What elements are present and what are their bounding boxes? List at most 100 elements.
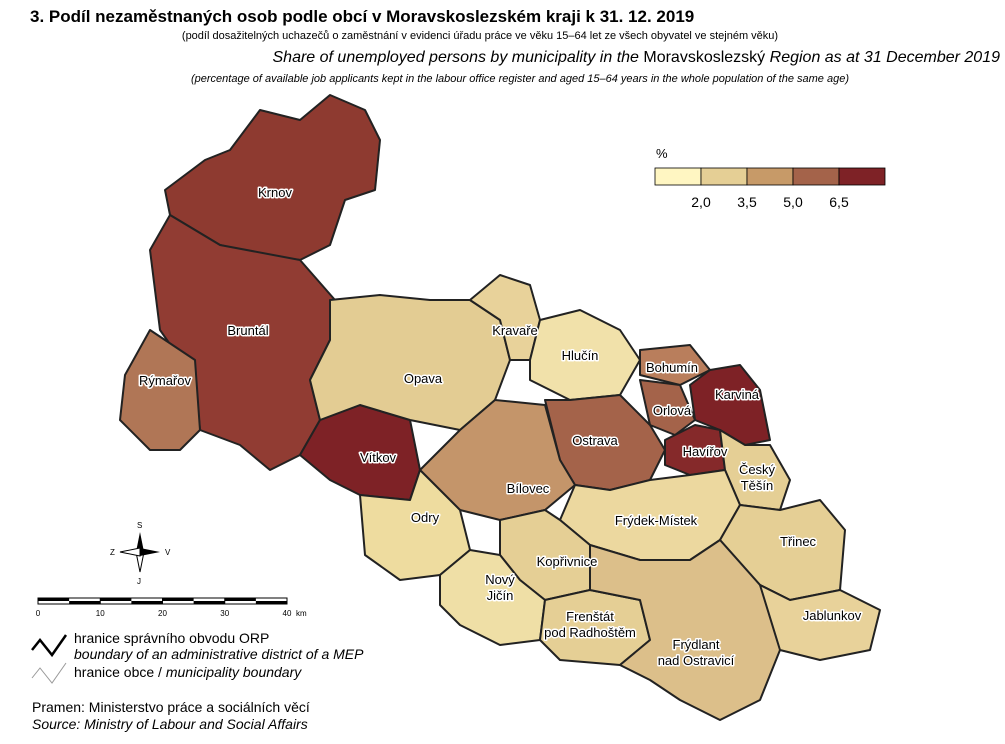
district-label: Kravaře bbox=[492, 323, 538, 338]
district-label: Havířov bbox=[683, 444, 728, 459]
district-label: Odry bbox=[411, 510, 440, 525]
map bbox=[119, 94, 881, 721]
district-label-line: Karviná bbox=[715, 387, 760, 402]
district-label-line: Kravaře bbox=[492, 323, 538, 338]
compass-arrow bbox=[136, 532, 144, 552]
orp-line-sample bbox=[31, 634, 68, 658]
source-cz: Pramen: Ministerstvo práce a sociálních … bbox=[32, 699, 310, 715]
municipality-label-en: municipality boundary bbox=[166, 664, 302, 680]
boundary-legend: hranice správního obvodu ORP boundary of… bbox=[31, 630, 364, 684]
orp-label-cz: hranice správního obvodu ORP bbox=[74, 630, 269, 646]
legend-break-label: 5,0 bbox=[783, 194, 803, 210]
scale-unit: km bbox=[296, 609, 307, 618]
district-label: Krnov bbox=[258, 185, 292, 200]
district-label: Rýmařov bbox=[139, 373, 192, 388]
orp-label-en: boundary of an administrative district o… bbox=[74, 646, 364, 662]
district-label-line: Krnov bbox=[258, 185, 292, 200]
district-label-line: Frýdlant bbox=[673, 637, 720, 652]
district-label-line: Bohumín bbox=[646, 360, 698, 375]
district-label: Kopřivnice bbox=[537, 554, 598, 569]
district-label: Orlová bbox=[653, 403, 692, 418]
scale-bar: 0 10 20 30 40 km bbox=[36, 597, 307, 618]
scale-tick-label: 30 bbox=[220, 609, 229, 618]
scale-segment bbox=[255, 601, 287, 604]
subtitle-cz: (podíl dosažitelných uchazečů o zaměstná… bbox=[182, 30, 778, 42]
district-label-line: Rýmařov bbox=[139, 373, 192, 388]
district-label: Bruntál bbox=[227, 323, 268, 338]
title: 3. Podíl nezaměstnaných osob podle obcí … bbox=[30, 7, 694, 26]
legend-break-label: 6,5 bbox=[829, 194, 849, 210]
district-label-line: Český bbox=[739, 462, 776, 477]
district-label-line: Těšín bbox=[741, 478, 774, 493]
district-area bbox=[309, 294, 511, 431]
district-label-line: Havířov bbox=[683, 444, 728, 459]
scale-segment bbox=[100, 598, 132, 601]
legend-break-label: 3,5 bbox=[737, 194, 757, 210]
compass-label: J bbox=[137, 577, 141, 586]
district-label: Vítkov bbox=[360, 450, 397, 465]
subtitle-en-part: Share of unemployed persons by municipal… bbox=[273, 49, 644, 66]
district-labels: Krnov Bruntál Rýmařov Opava Kravaře Hlučín Boh… bbox=[137, 184, 863, 670]
district-label: Frenštát pod Radhoštěm bbox=[544, 609, 636, 640]
compass-arrow bbox=[119, 547, 141, 557]
scale-tick-label: 10 bbox=[96, 609, 105, 618]
scale-segment bbox=[69, 601, 101, 604]
district-label-line: Třinec bbox=[780, 534, 817, 549]
district-label-line: Jablunkov bbox=[803, 608, 862, 623]
district-label: Frýdek-Místek bbox=[615, 513, 698, 528]
district-label-line: Frýdek-Místek bbox=[615, 513, 698, 528]
compass-label: S bbox=[137, 521, 142, 530]
compass-label: Z bbox=[110, 548, 115, 557]
district-label: Jablunkov bbox=[803, 608, 862, 623]
district-label-line: Bílovec bbox=[507, 481, 550, 496]
scale-segment bbox=[131, 601, 163, 604]
municipality-line-sample bbox=[31, 662, 67, 684]
district-area bbox=[164, 94, 381, 261]
district-label: Karviná bbox=[715, 387, 760, 402]
note-en: (percentage of available job applicants … bbox=[191, 73, 849, 85]
district-label: Opava bbox=[404, 371, 443, 386]
scale-segment bbox=[193, 601, 225, 604]
scale-tick-label: 20 bbox=[158, 609, 167, 618]
scale-tick-label: 40 bbox=[283, 609, 292, 618]
subtitle-en-part: Moravskoslezský bbox=[643, 49, 765, 66]
municipality-label: hranice obce / municipality boundary bbox=[74, 664, 302, 680]
district-label: Bílovec bbox=[507, 481, 550, 496]
district-label-line: Bruntál bbox=[227, 323, 268, 338]
scale-segment bbox=[224, 598, 256, 601]
district-label-line: Frenštát bbox=[566, 609, 614, 624]
district-label: Ostrava bbox=[572, 433, 618, 448]
legend: % 2,0 3,5 5,0 6,5 bbox=[654, 146, 886, 210]
compass: S Z V J bbox=[110, 521, 171, 586]
source-en: Source: Ministry of Labour and Social Af… bbox=[32, 716, 308, 732]
district-label: Frýdlant nad Ostravicí bbox=[658, 637, 735, 668]
district-label-line: Jičín bbox=[487, 588, 514, 603]
district-label-line: Odry bbox=[411, 510, 440, 525]
district-label: Třinec bbox=[780, 534, 817, 549]
district-area bbox=[639, 344, 711, 386]
scale-segment bbox=[38, 598, 70, 601]
subtitle-en: Share of unemployed persons by municipal… bbox=[273, 49, 1001, 66]
district-label: Český Těšín bbox=[739, 462, 776, 493]
district-label-line: Orlová bbox=[653, 403, 692, 418]
district-label-line: Kopřivnice bbox=[537, 554, 598, 569]
district-area bbox=[639, 379, 696, 436]
subtitle-en-part: Region as at 31 December 2019 bbox=[765, 49, 1000, 66]
district-area bbox=[119, 329, 201, 451]
scale-tick-label: 0 bbox=[36, 609, 41, 618]
district-label: Bohumín bbox=[646, 360, 698, 375]
district-label-line: Vítkov bbox=[360, 450, 397, 465]
compass-arrow bbox=[140, 548, 160, 556]
legend-unit: % bbox=[656, 146, 668, 161]
legend-swatch bbox=[746, 167, 794, 186]
district-label-line: Nový bbox=[485, 572, 515, 587]
scale-segment bbox=[162, 598, 194, 601]
district-area bbox=[759, 584, 881, 661]
district-label: Nový Jičín bbox=[485, 572, 515, 603]
district-label-line: nad Ostravicí bbox=[658, 653, 735, 668]
legend-swatch bbox=[654, 167, 702, 186]
district-label-line: pod Radhoštěm bbox=[544, 625, 636, 640]
compass-label: V bbox=[165, 548, 171, 557]
